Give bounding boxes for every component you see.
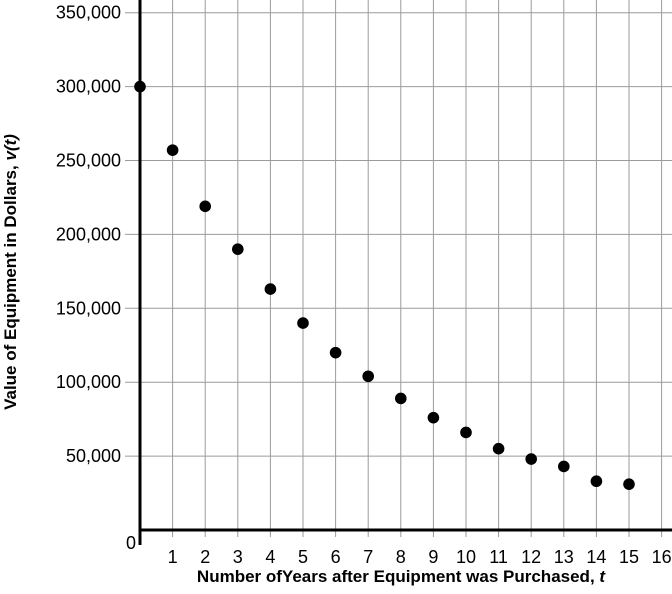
x-tick-label: 9	[428, 547, 438, 567]
x-tick-label: 7	[363, 547, 373, 567]
x-tick-label: 1	[168, 547, 178, 567]
data-point	[232, 243, 244, 255]
data-point	[427, 411, 440, 424]
x-tick-label: 11	[489, 547, 508, 567]
x-tick-label: 5	[298, 547, 308, 567]
data-point	[590, 475, 603, 488]
data-point	[460, 426, 472, 439]
data-point	[558, 460, 570, 473]
x-tick-label: 10	[456, 547, 476, 567]
origin-tick-label: 0	[126, 533, 136, 553]
y-axis-title-text: Value of Equipment in Dollars,	[1, 160, 20, 410]
data-point	[297, 317, 309, 329]
data-point	[623, 478, 635, 490]
x-tick-label: 3	[233, 547, 243, 567]
x-tick-label: 16	[652, 547, 672, 567]
data-point	[329, 346, 342, 359]
data-point	[395, 392, 407, 405]
y-axis-title-variable: v(t)	[1, 134, 20, 161]
data-point	[134, 80, 146, 93]
x-tick-label: 12	[521, 547, 541, 567]
y-tick-label: 300,000	[56, 77, 121, 97]
data-point	[199, 200, 211, 213]
data-point	[362, 370, 375, 383]
y-tick-label: 350,000	[56, 3, 121, 23]
x-tick-label: 4	[265, 547, 275, 567]
y-tick-label: 100,000	[56, 372, 121, 392]
x-tick-label: 15	[619, 547, 639, 567]
data-point	[264, 283, 277, 295]
x-tick-label: 14	[586, 547, 606, 567]
x-axis-title-variable: t	[599, 567, 606, 586]
y-tick-label: 250,000	[56, 151, 121, 171]
y-tick-label: 50,000	[66, 446, 121, 466]
x-tick-label: 8	[396, 547, 406, 567]
x-tick-label: 2	[200, 547, 210, 567]
y-tick-label: 150,000	[56, 298, 121, 318]
data-point	[525, 453, 537, 465]
y-axis-title: Value of Equipment in Dollars, v(t)	[1, 134, 21, 410]
x-tick-label: 13	[554, 547, 574, 567]
data-point	[492, 442, 505, 455]
y-tick-label: 200,000	[56, 224, 121, 244]
x-axis-title-text: Number ofYears after Equipment was Purch…	[196, 567, 600, 586]
x-tick-label: 6	[331, 547, 341, 567]
x-axis-title: Number ofYears after Equipment was Purch…	[197, 567, 605, 587]
data-point	[166, 144, 179, 156]
